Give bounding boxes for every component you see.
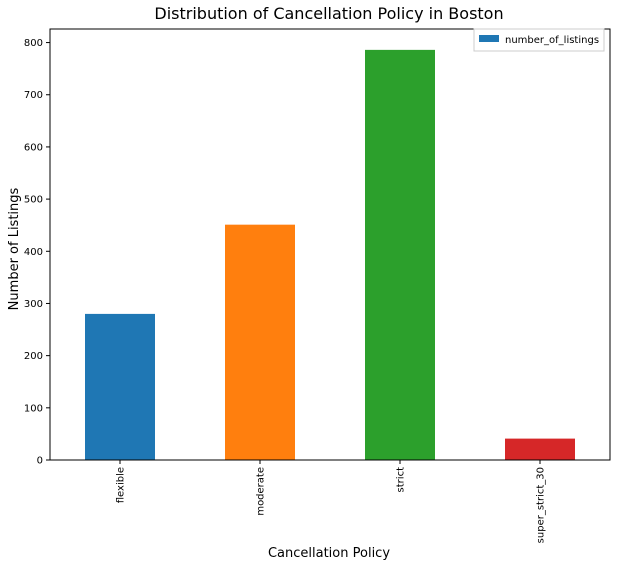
x-tick-label-moderate: moderate — [256, 467, 267, 516]
y-tick-label: 500 — [24, 195, 43, 206]
y-tick-label: 100 — [24, 403, 43, 414]
y-tick-label: 300 — [24, 299, 43, 310]
legend: number_of_listings — [473, 28, 605, 52]
bar-strict — [365, 49, 435, 460]
bar-super_strict_30 — [505, 438, 575, 460]
x-tick-label-flexible: flexible — [116, 467, 127, 503]
y-tick-label: 800 — [24, 38, 43, 49]
bar-flexible — [85, 313, 155, 460]
y-tick-label: 200 — [24, 351, 43, 362]
x-tick-label-strict: strict — [396, 467, 407, 493]
legend-frame — [473, 28, 605, 52]
legend-swatch — [479, 35, 499, 42]
bar-moderate — [225, 224, 295, 460]
y-axis-label: Number of Listings — [7, 187, 22, 310]
plot-frame — [49, 28, 611, 461]
y-tick-label: 600 — [24, 142, 43, 153]
chart-title: Distribution of Cancellation Policy in B… — [154, 4, 503, 23]
y-tick-label: 400 — [24, 247, 43, 258]
plot-area: 0 100 200 300 400 500 600 700 800 flexible moderat… — [24, 28, 611, 543]
legend-label: number_of_listings — [505, 35, 599, 46]
x-tick-label-super_strict_30: super_strict_30 — [536, 467, 547, 543]
y-tick-label: 0 — [37, 456, 43, 467]
y-tick-label: 700 — [24, 90, 43, 101]
x-axis-label: Cancellation Policy — [268, 546, 390, 561]
